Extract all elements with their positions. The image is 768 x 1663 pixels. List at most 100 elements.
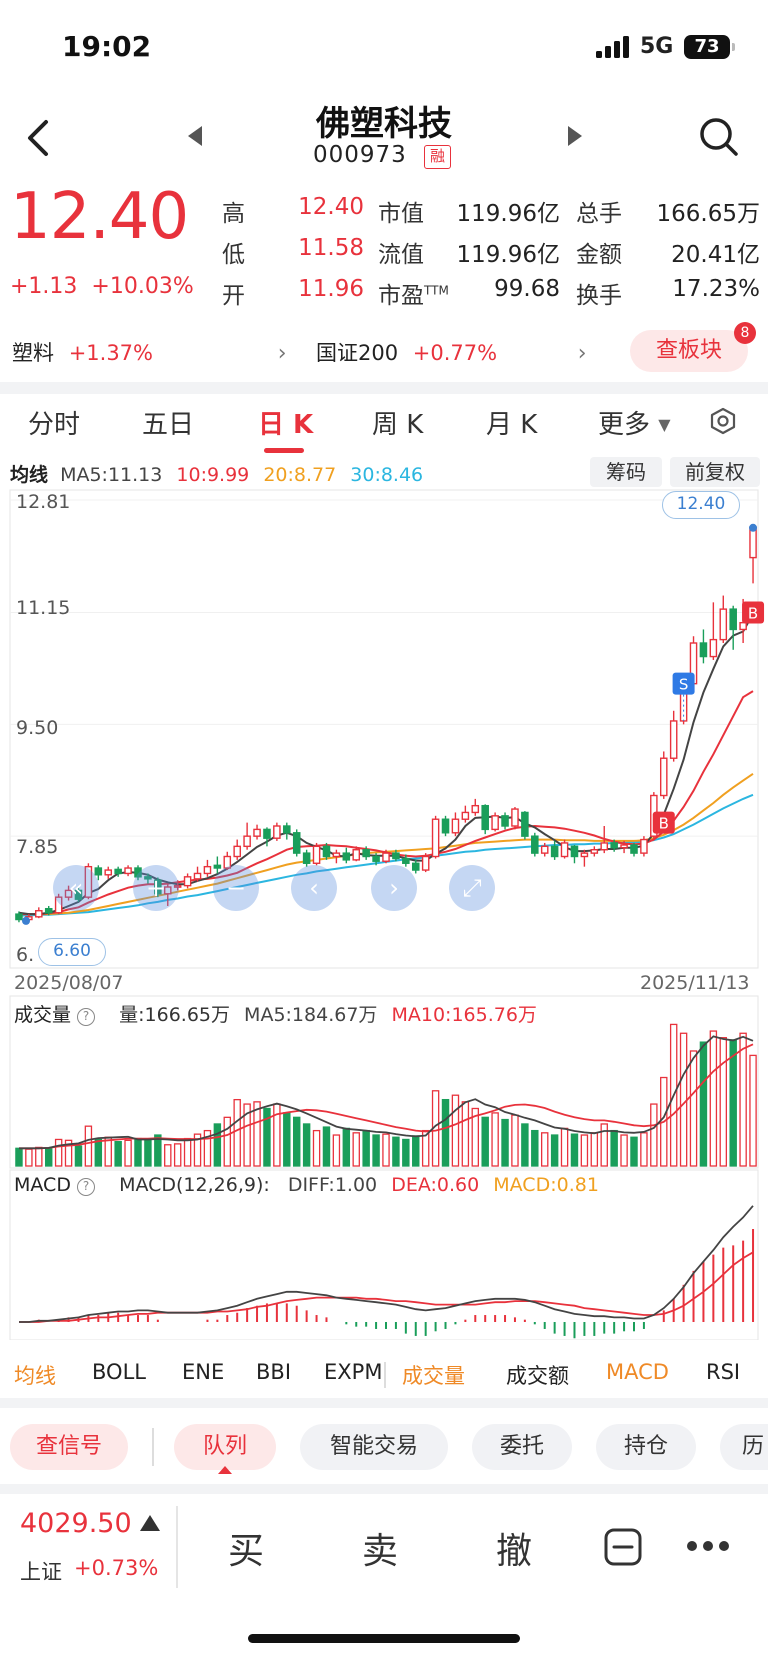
sell-button[interactable]: 卖: [362, 1531, 399, 1572]
volume-bar-down: [302, 1123, 311, 1167]
candle-up: [640, 838, 648, 854]
candle-down: [550, 845, 559, 858]
volume-bar-up: [223, 1116, 232, 1167]
fullscreen-icon[interactable]: ⤢: [449, 865, 495, 911]
indicator-macd[interactable]: MACD: [606, 1360, 669, 1384]
macd-panel-frame: [9, 1169, 759, 1340]
chip-distribution-button[interactable]: 筹码: [590, 457, 662, 487]
cancel-order-button[interactable]: 撤: [496, 1531, 533, 1572]
check-signal-button[interactable]: 查信号: [10, 1424, 128, 1470]
candle-down: [94, 867, 103, 876]
vol_ma5-line: [19, 1035, 754, 1150]
volume-bar-up: [650, 1103, 658, 1167]
volume-bar-down: [441, 1098, 450, 1167]
orders-button[interactable]: 委托: [472, 1424, 572, 1470]
sector-industry[interactable]: 塑料 +1.37% ›: [12, 337, 287, 367]
minimize-icon[interactable]: [604, 1528, 642, 1566]
volume-bar-up: [620, 1134, 628, 1167]
volume-bar-down: [292, 1116, 301, 1167]
candle-up: [511, 808, 519, 827]
tab-more[interactable]: 更多 ▼: [598, 404, 671, 441]
volume-bar-up: [64, 1139, 73, 1167]
zoom-in-icon[interactable]: +: [133, 865, 179, 911]
pill-divider: [152, 1428, 154, 1466]
volume-bar-down: [114, 1141, 122, 1167]
adjust-mode-button[interactable]: 前复权: [670, 457, 760, 487]
help-icon[interactable]: ?: [77, 1178, 96, 1196]
sell-marker: [672, 672, 695, 695]
index-value-text: 4029.50: [20, 1508, 132, 1539]
positions-button[interactable]: 持仓: [596, 1424, 696, 1470]
step-right-icon[interactable]: ›: [371, 865, 417, 911]
volume-bar-up: [54, 1138, 63, 1167]
indicator-boll[interactable]: BOLL: [92, 1360, 146, 1384]
volume-bar-up: [461, 1101, 470, 1167]
history-button[interactable]: 历: [720, 1424, 768, 1470]
queue-button[interactable]: 队列: [174, 1424, 276, 1470]
indicator-turnover[interactable]: 成交额: [506, 1364, 569, 1388]
scroll-left-icon[interactable]: «: [53, 865, 99, 911]
tab-intraday[interactable]: 分时: [28, 410, 81, 440]
smart-trade-button[interactable]: 智能交易: [300, 1424, 448, 1470]
settings-icon[interactable]: [708, 406, 738, 436]
macd-params: MACD(12,26,9):: [119, 1174, 270, 1196]
step-left-icon[interactable]: ‹: [291, 865, 337, 911]
sector-index[interactable]: 国证200 +0.77% ›: [316, 337, 587, 367]
more-icon[interactable]: [686, 1540, 730, 1552]
stat-label: 开: [222, 283, 245, 309]
price-change: +1.13 +10.03%: [10, 274, 194, 299]
volume-bar-down: [412, 1135, 420, 1167]
indicator-volume[interactable]: 成交量: [402, 1364, 465, 1388]
indicator-ene[interactable]: ENE: [182, 1360, 225, 1384]
tab-monthly-k[interactable]: 月 K: [486, 410, 538, 440]
stat-label: 换手: [576, 283, 622, 309]
arrow-up-icon: [140, 1515, 161, 1531]
search-icon[interactable]: [698, 116, 740, 158]
min-dot: [22, 916, 30, 925]
index-value[interactable]: 4029.50: [20, 1508, 161, 1539]
margin-tag: 融: [424, 145, 451, 169]
candle-up: [84, 865, 93, 898]
macd_dif-line: [19, 1205, 754, 1323]
tab-weekly-k[interactable]: 周 K: [372, 410, 424, 440]
volume-bar-down: [521, 1123, 529, 1167]
status-time: 19:02: [62, 30, 152, 63]
stat-value: 11.58: [298, 235, 364, 261]
indicator-bbi[interactable]: BBI: [256, 1360, 292, 1384]
home-indicator: [248, 1634, 520, 1643]
volume-bar-down: [154, 1134, 162, 1167]
prev-stock-icon[interactable]: [188, 126, 202, 146]
buy-button[interactable]: 买: [228, 1531, 265, 1572]
volume-bar-down: [15, 1147, 23, 1167]
volume-bar-up: [124, 1139, 132, 1167]
control-circle: [53, 865, 99, 911]
volume-bar-down: [144, 1138, 152, 1167]
candle-up: [540, 845, 549, 854]
view-sectors-button[interactable]: 查板块: [630, 330, 748, 372]
back-arrow-icon[interactable]: [26, 118, 50, 158]
ma10-value: 10:9.99: [176, 464, 250, 486]
indicator-ma[interactable]: 均线: [14, 1364, 56, 1388]
help-icon[interactable]: ?: [77, 1008, 96, 1026]
zoom-out-icon[interactable]: −: [213, 865, 259, 911]
tab-daily-k[interactable]: 日 K: [258, 410, 314, 440]
macd-legend: MACD ? MACD(12,26,9): DIFF:1.00 DEA:0.60…: [14, 1174, 599, 1196]
indicator-expma[interactable]: EXPM: [324, 1360, 382, 1384]
next-stock-icon[interactable]: [568, 126, 582, 146]
kline-chart[interactable]: B B S « + − ‹ › ⤢: [0, 488, 768, 1340]
volume-bar-down: [134, 1137, 142, 1167]
control-circle: [213, 865, 259, 911]
stat-value: 12.40: [298, 194, 364, 220]
control-circle: [291, 865, 337, 911]
candle-up: [163, 886, 172, 895]
candle-down: [302, 852, 311, 864]
candle-down: [441, 818, 450, 834]
indicator-rsi[interactable]: RSI: [706, 1360, 741, 1384]
candle-down: [15, 913, 23, 921]
tab-five-day[interactable]: 五日: [142, 410, 195, 440]
marker-label: B: [748, 605, 758, 623]
candle-down: [570, 845, 579, 858]
candle-up: [253, 828, 261, 837]
volume-bar-down: [342, 1127, 351, 1167]
volume-bar-down: [213, 1123, 222, 1167]
